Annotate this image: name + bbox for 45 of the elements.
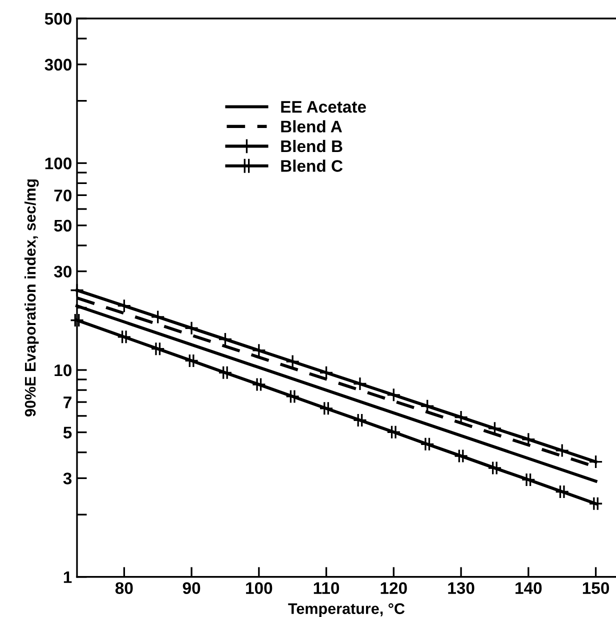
x-tick-label: 120 (380, 582, 407, 594)
y-tick-label: 500 (44, 12, 72, 25)
point (555, 484, 570, 499)
y-tick-label: 3 (63, 472, 72, 484)
x-tick-label: 130 (448, 582, 474, 594)
x-tick-label: 80 (115, 582, 133, 594)
point (352, 413, 368, 428)
point (218, 366, 232, 380)
y-tick-label: 7 (64, 396, 72, 408)
legend-label: Blend C (281, 160, 343, 172)
point (588, 496, 603, 511)
y-tick-label: 30 (54, 266, 72, 278)
point (319, 366, 334, 380)
y-tick-label: 5 (63, 426, 72, 438)
y-tick-label: 100 (45, 158, 72, 170)
point (150, 342, 165, 356)
point (218, 332, 232, 346)
point (286, 389, 300, 404)
y-tick-label: 300 (44, 58, 72, 71)
point (386, 425, 401, 440)
legend-label: EE Acetate (281, 101, 366, 113)
point (252, 377, 266, 392)
point (588, 454, 603, 469)
point (319, 401, 334, 416)
legend-label: Blend B (281, 140, 342, 152)
legend-label: Blend A (281, 120, 342, 132)
x-tick-label: 90 (182, 582, 200, 594)
point (454, 448, 468, 464)
y-tick-label: 10 (54, 364, 72, 376)
point (117, 330, 132, 344)
point (352, 376, 368, 391)
y-tick-label: 50 (54, 220, 72, 232)
y-tick-label: 1 (64, 571, 72, 583)
x-axis-title: Temperature, °C (288, 603, 405, 617)
x-tick-label: 100 (246, 582, 272, 594)
x-tick-label: 140 (516, 582, 542, 594)
y-axis-title: 90%E Evaporation index, sec/mg (24, 179, 39, 416)
y-tick-label: 70 (54, 190, 72, 202)
point (521, 472, 536, 487)
point (488, 460, 502, 476)
point (420, 437, 434, 452)
x-tick-label: 110 (314, 582, 340, 594)
point (184, 354, 199, 368)
point (70, 313, 84, 328)
x-tick-label: 150 (582, 582, 610, 594)
